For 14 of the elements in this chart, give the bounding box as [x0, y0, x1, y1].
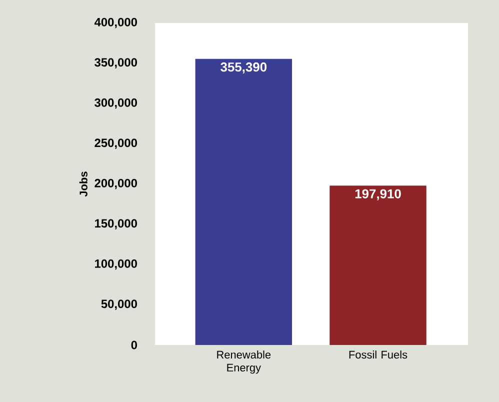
y-axis-title: Jobs	[79, 172, 88, 197]
y-tick-label: 200,000	[94, 178, 137, 190]
y-tick-label: 100,000	[95, 259, 137, 270]
y-tick-label: 50,000	[101, 300, 137, 310]
y-tick-label: 300,000	[94, 98, 137, 109]
y-tick-label: 400,000	[94, 18, 137, 28]
data-label: 355,390	[220, 62, 267, 74]
x-tick-label: Renewable Energy	[217, 350, 271, 374]
y-tick-label: 0	[131, 340, 137, 350]
data-label: 197,910	[355, 189, 401, 200]
y-tick-label: 250,000	[94, 138, 137, 149]
y-tick-label: 350,000	[94, 58, 137, 68]
y-tick-label: 150,000	[95, 219, 137, 230]
x-tick-label: Fossil Fuels	[349, 350, 408, 359]
